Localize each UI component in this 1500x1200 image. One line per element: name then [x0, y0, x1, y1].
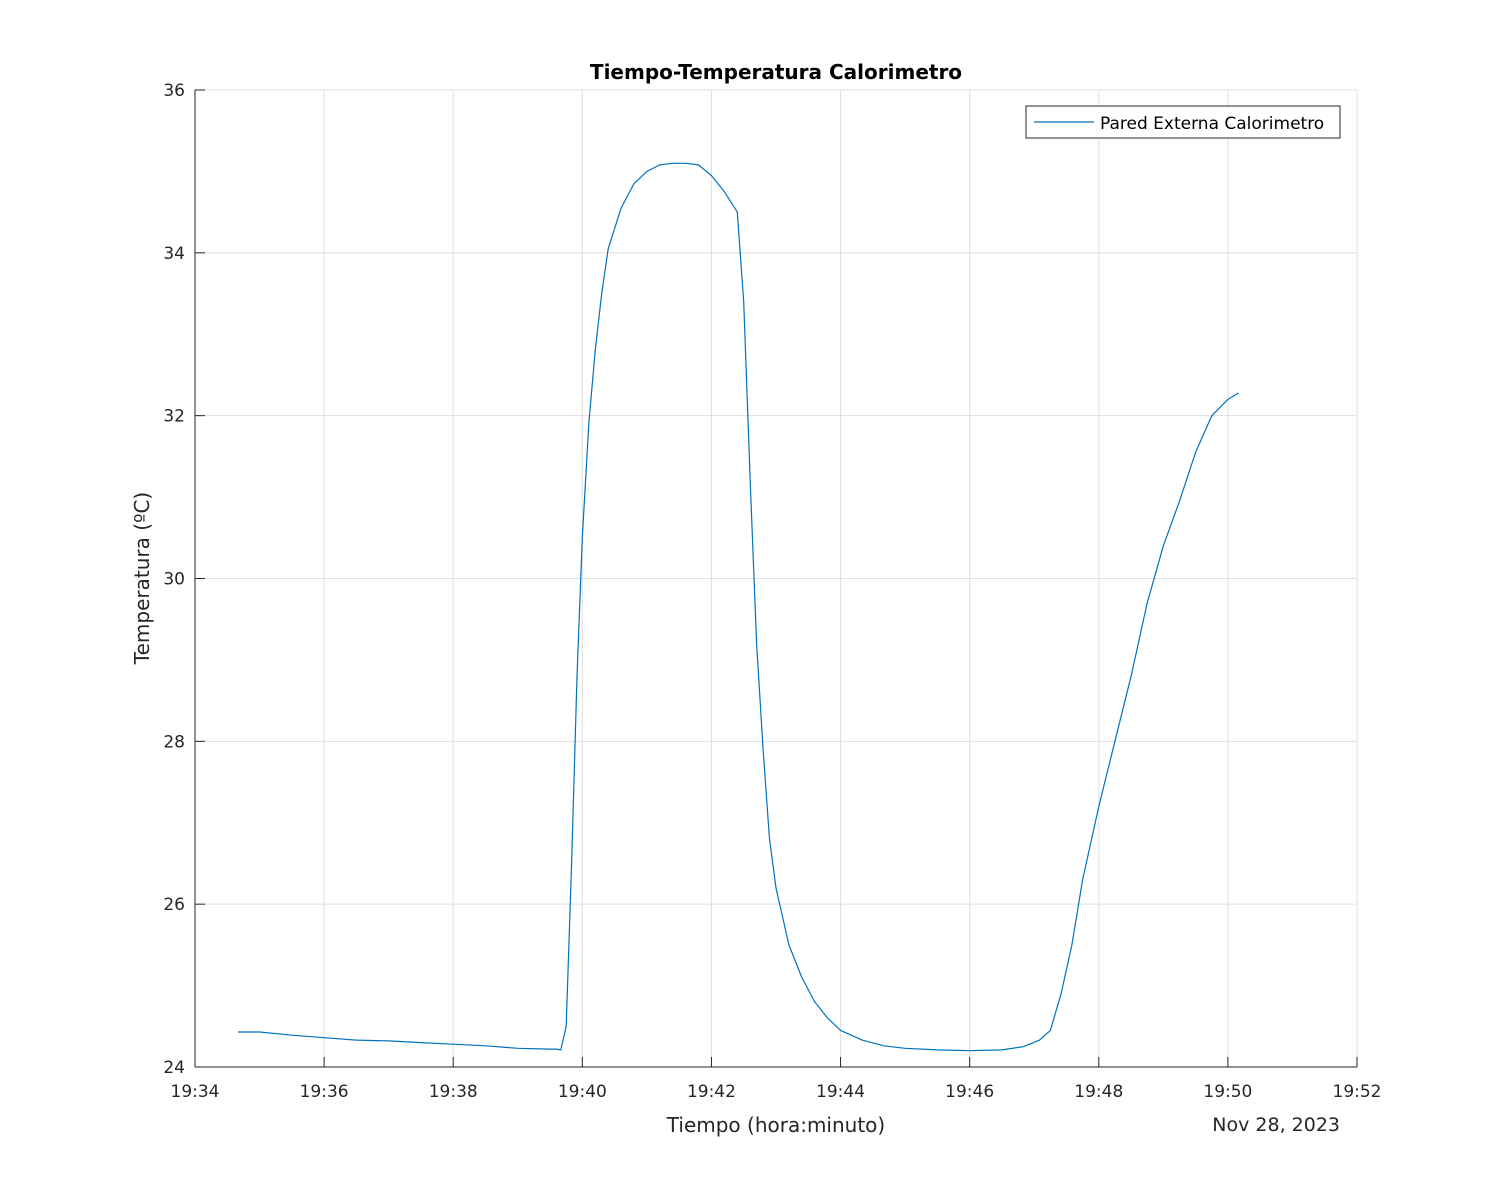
series-layer — [238, 162, 1239, 1052]
x-tick-label: 19:38 — [429, 1082, 478, 1102]
x-tick-label: 19:36 — [300, 1082, 349, 1102]
series-line — [238, 162, 1239, 1052]
x-tick-label: 19:48 — [1074, 1082, 1123, 1102]
x-tick-label: 19:46 — [945, 1082, 994, 1102]
x-tick-label: 19:50 — [1203, 1082, 1252, 1102]
y-tick-label: 32 — [163, 407, 185, 427]
chart-title: Tiempo-Temperatura Calorimetro — [590, 60, 962, 84]
tick-labels: 19:34 19:36 19:38 19:40 19:42 19:44 19:46 19:48… — [163, 81, 1381, 1102]
legend-label: Pared Externa Calorimetro — [1100, 114, 1324, 134]
x-tick-label: 19:42 — [687, 1082, 736, 1102]
axes — [194, 89, 1358, 1068]
y-tick-label: 24 — [163, 1058, 185, 1078]
x-tick-label: 19:44 — [816, 1082, 865, 1102]
y-tick-label: 28 — [163, 732, 185, 752]
date-label: Nov 28, 2023 — [1212, 1114, 1340, 1136]
legend: Pared Externa Calorimetro — [1025, 105, 1341, 139]
x-tick-label: 19:34 — [171, 1082, 220, 1102]
x-tick-label: 19:40 — [558, 1082, 607, 1102]
y-axis-title: Temperatura (ºC) — [130, 492, 154, 665]
y-tick-label: 36 — [163, 81, 185, 101]
x-tick-label: 19:52 — [1333, 1082, 1382, 1102]
y-tick-label: 30 — [163, 570, 185, 590]
x-axis-title: Tiempo (hora:minuto) — [666, 1113, 885, 1137]
y-tick-label: 26 — [163, 895, 185, 915]
y-tick-label: 34 — [163, 244, 185, 264]
